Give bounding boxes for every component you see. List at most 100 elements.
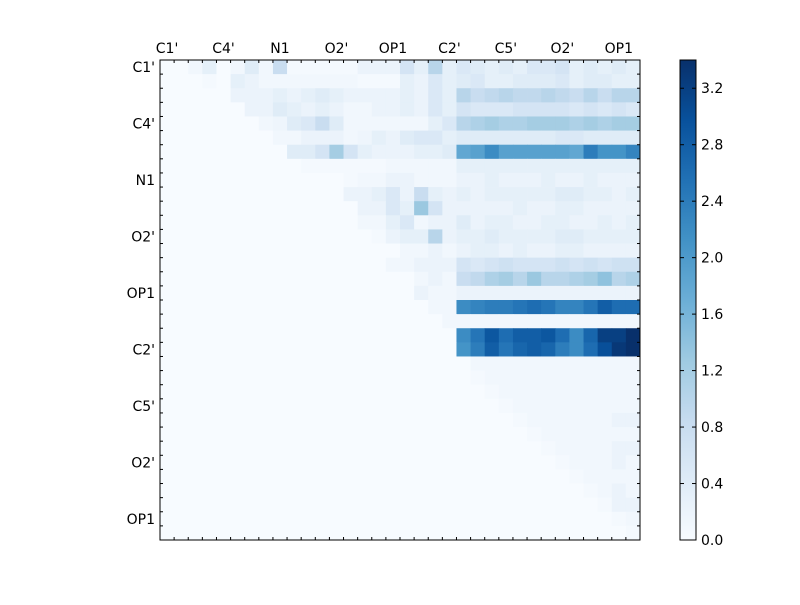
heatmap-cell <box>160 427 175 442</box>
heatmap-cell <box>484 215 500 230</box>
heatmap-cell <box>611 455 627 470</box>
heatmap-cell <box>442 370 457 386</box>
heatmap-cell <box>428 469 443 484</box>
heatmap-cell <box>188 412 203 428</box>
heatmap-cell <box>597 88 613 103</box>
heatmap-cell <box>456 158 471 174</box>
heatmap-cell <box>357 314 373 329</box>
heatmap-cell <box>484 370 500 386</box>
heatmap-cell <box>188 229 203 244</box>
heatmap-cell <box>357 384 373 400</box>
heatmap-cell <box>385 497 401 513</box>
heatmap-cell <box>583 328 599 343</box>
heatmap-cell <box>527 398 542 414</box>
heatmap-cell <box>188 215 203 230</box>
heatmap-cell <box>343 201 359 216</box>
heatmap-cell <box>357 497 373 513</box>
heatmap-cell <box>287 215 302 230</box>
x-tick-label: C2' <box>438 41 461 57</box>
heatmap-cell <box>625 285 641 301</box>
heatmap-cell <box>484 257 500 273</box>
heatmap-cell <box>188 271 203 287</box>
heatmap-cell <box>188 398 203 414</box>
heatmap-cell <box>625 187 641 202</box>
heatmap-cell <box>555 483 570 499</box>
heatmap-cell <box>611 412 627 428</box>
x-tick-label: C5' <box>495 41 518 57</box>
heatmap-cell <box>315 328 330 343</box>
heatmap-cell <box>428 427 443 442</box>
heatmap-cell <box>442 158 457 174</box>
heatmap-cell <box>202 483 217 499</box>
heatmap-cell <box>527 116 542 131</box>
heatmap-cell <box>371 511 387 527</box>
heatmap-cell <box>202 455 217 470</box>
heatmap-cell <box>357 102 373 117</box>
heatmap-cell <box>555 172 570 188</box>
heatmap-cell <box>230 257 246 273</box>
heatmap-cell <box>357 271 373 287</box>
heatmap-cell <box>385 172 401 188</box>
heatmap-cell <box>512 398 528 414</box>
heatmap-cell <box>611 116 627 131</box>
heatmap-cell <box>625 469 641 484</box>
heatmap-cell <box>315 172 330 188</box>
heatmap-cell <box>343 469 359 484</box>
heatmap-cell <box>272 201 288 216</box>
heatmap-cell <box>400 144 415 160</box>
heatmap-cell <box>527 441 542 456</box>
heatmap-cell <box>541 187 556 202</box>
heatmap-cell <box>456 497 471 513</box>
heatmap-cell <box>456 356 471 371</box>
heatmap-cell <box>202 342 217 357</box>
heatmap-cell <box>371 455 387 470</box>
heatmap-cell <box>174 525 189 541</box>
heatmap-cell <box>611 370 627 386</box>
heatmap-cell <box>357 116 373 131</box>
heatmap-cell <box>371 314 387 329</box>
heatmap-cell <box>527 187 542 202</box>
heatmap-cell <box>597 229 613 244</box>
heatmap-cell <box>611 102 627 117</box>
heatmap-cell <box>230 88 246 103</box>
heatmap-cell <box>230 370 246 386</box>
colorbar: 0.0 0.4 0.8 1.2 1.6 2.0 2.4 2.8 3.2 <box>679 59 723 549</box>
heatmap-cell <box>160 158 175 174</box>
heatmap-cell <box>625 441 641 456</box>
heatmap-cell <box>597 342 613 357</box>
heatmap-cell <box>442 300 457 315</box>
heatmap-cell <box>414 441 429 456</box>
heatmap-cell <box>414 328 429 343</box>
heatmap-cell <box>371 158 387 174</box>
heatmap-cell <box>202 229 217 244</box>
heatmap-cell <box>287 412 302 428</box>
heatmap-cell <box>188 441 203 456</box>
heatmap-cell <box>625 201 641 216</box>
heatmap-cell <box>371 441 387 456</box>
heatmap-cell <box>470 271 486 287</box>
heatmap-cell <box>329 427 344 442</box>
heatmap-cell <box>527 497 542 513</box>
heatmap-cell <box>385 356 401 371</box>
heatmap-cell <box>414 60 429 75</box>
heatmap-cell <box>287 469 302 484</box>
heatmap-cell <box>512 342 528 357</box>
heatmap-cell <box>597 455 613 470</box>
heatmap-cell <box>611 271 627 287</box>
heatmap-cell <box>456 511 471 527</box>
heatmap-cell <box>512 328 528 343</box>
heatmap-cell <box>188 116 203 131</box>
heatmap-cell <box>456 469 471 484</box>
heatmap-cell <box>414 74 429 89</box>
heatmap-cell <box>174 144 189 160</box>
heatmap-cell <box>414 187 429 202</box>
heatmap-cell <box>230 215 246 230</box>
y-tick-labels: C1' C4' N1 O2' OP1 C2' C5' O2' OP1 <box>127 60 155 528</box>
heatmap-cell <box>583 201 599 216</box>
heatmap-cell <box>414 130 429 146</box>
heatmap-cell <box>569 525 584 541</box>
heatmap-cell <box>287 497 302 513</box>
heatmap-cell <box>287 398 302 414</box>
heatmap-cell <box>470 187 486 202</box>
